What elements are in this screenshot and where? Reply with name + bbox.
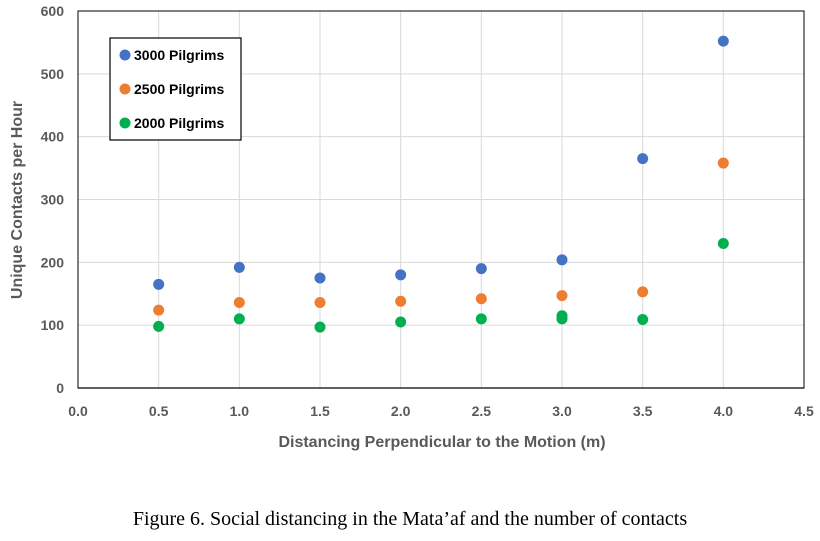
x-tick-label: 0.0: [68, 403, 88, 419]
y-tick-label: 100: [41, 317, 65, 333]
data-point-series-2: [395, 316, 407, 328]
data-point-series-0: [717, 35, 729, 47]
data-point-series-1: [637, 286, 649, 298]
y-tick-label: 300: [41, 192, 65, 208]
data-point-series-0: [637, 153, 649, 165]
legend-label-2000: 2000 Pilgrims: [134, 115, 224, 131]
data-point-series-2: [314, 321, 326, 333]
legend-entry-3000: 3000 Pilgrims: [119, 47, 224, 63]
legend-label-3000: 3000 Pilgrims: [134, 47, 224, 63]
legend-box: [109, 37, 242, 141]
legend: 3000 Pilgrims 2500 Pilgrims 2000 Pilgrim…: [109, 37, 242, 141]
data-point-series-2: [153, 320, 165, 332]
legend-marker-2000: [119, 117, 131, 129]
x-tick-label: 2.5: [472, 403, 492, 419]
x-tick-label: 0.5: [149, 403, 169, 419]
data-point-series-1: [314, 297, 326, 309]
y-tick-label: 0: [56, 380, 64, 396]
data-point-series-0: [556, 254, 568, 266]
y-tick-label: 400: [41, 129, 65, 145]
data-point-series-1: [475, 293, 487, 305]
legend-entry-2500: 2500 Pilgrims: [119, 81, 224, 97]
data-point-series-0: [233, 261, 245, 273]
legend-marker-2500: [119, 83, 131, 95]
scatter-chart: 0 100 200 300 400 500 600 0.0 0.5 1.0 1.5 2.0 2.5 3.…: [9, 3, 814, 451]
data-point-series-0: [395, 269, 407, 281]
figure-caption: Figure 6. Social distancing in the Mata’…: [132, 508, 688, 530]
x-tick-label: 3.5: [633, 403, 653, 419]
data-point-series-1: [556, 290, 568, 302]
plot-frame: [77, 10, 805, 389]
y-tick-label: 500: [41, 66, 65, 82]
x-tick-label: 1.0: [230, 403, 250, 419]
x-tick-label: 2.0: [391, 403, 411, 419]
x-tick-labels: 0.0 0.5 1.0 1.5 2.0 2.5 3.0 3.5 4.0 4.5: [68, 403, 814, 419]
y-axis-title: Unique Contacts per Hour: [9, 101, 26, 299]
data-point-series-1: [717, 157, 729, 169]
data-point-series-0: [475, 263, 487, 275]
legend-entry-2000: 2000 Pilgrims: [119, 115, 224, 131]
y-tick-label: 600: [41, 3, 65, 19]
legend-label-2500: 2500 Pilgrims: [134, 81, 224, 97]
x-axis-title: Distancing Perpendicular to the Motion (…: [278, 434, 605, 451]
x-tick-label: 4.0: [714, 403, 734, 419]
x-tick-label: 4.5: [794, 403, 814, 419]
data-point-series-1: [395, 295, 407, 307]
y-tick-labels: 0 100 200 300 400 500 600: [41, 3, 65, 396]
data-point-series-1: [153, 304, 165, 316]
data-point-series-0: [314, 272, 326, 284]
data-point-series-2: [717, 237, 729, 249]
data-point-series-2: [637, 314, 649, 326]
data-points: [153, 35, 729, 333]
x-tick-label: 3.0: [552, 403, 572, 419]
data-point-series-2: [233, 313, 245, 325]
legend-marker-3000: [119, 49, 131, 61]
axes: [77, 10, 805, 389]
x-tick-label: 1.5: [310, 403, 330, 419]
data-point-series-2: [556, 313, 568, 325]
data-point-series-0: [153, 278, 165, 290]
data-point-series-2: [475, 313, 487, 325]
data-point-series-1: [233, 297, 245, 309]
y-tick-label: 200: [41, 254, 65, 270]
